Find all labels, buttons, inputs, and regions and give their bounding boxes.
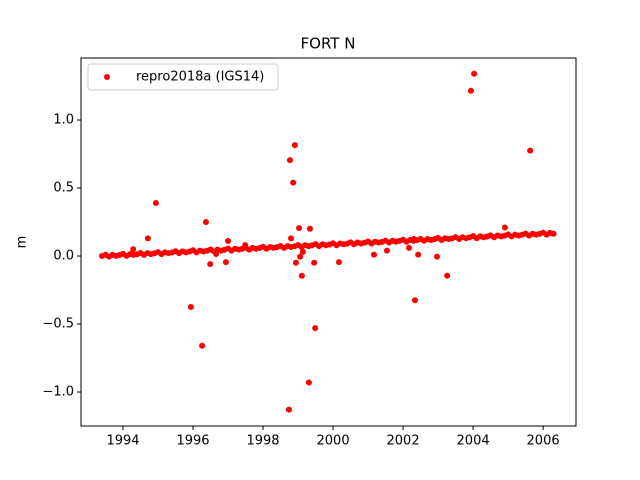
point (527, 147, 534, 154)
point (550, 230, 557, 237)
point (415, 251, 422, 258)
legend-label: repro2018a (IGS14) (136, 70, 264, 85)
point (471, 70, 478, 77)
y-axis-label: m (15, 236, 30, 249)
point (213, 250, 220, 257)
point (222, 259, 229, 266)
point (383, 247, 390, 254)
legend-box (87, 63, 279, 91)
y-tick-label: −1.0 (42, 385, 74, 400)
point (299, 248, 306, 255)
point (444, 272, 451, 279)
point (144, 235, 151, 242)
point (152, 199, 159, 206)
y-tick-label: 0.5 (53, 181, 74, 196)
point (187, 304, 194, 311)
x-tick-label: 2002 (387, 434, 420, 449)
point (297, 253, 304, 260)
point (312, 325, 319, 332)
point (286, 157, 293, 164)
point (371, 251, 378, 258)
point (311, 259, 318, 266)
x-tick-label: 2006 (527, 434, 560, 449)
x-tick-label: 1998 (246, 434, 279, 449)
legend-marker (104, 74, 110, 80)
x-tick-label: 2000 (317, 434, 350, 449)
x-tick-label: 1996 (176, 434, 209, 449)
point (202, 219, 209, 226)
point (199, 342, 206, 349)
point (336, 259, 343, 266)
point (288, 235, 295, 242)
point (411, 297, 418, 304)
point (434, 253, 441, 260)
point (292, 259, 299, 266)
point (130, 246, 137, 253)
y-tick-label: −0.5 (42, 317, 74, 332)
point (291, 142, 298, 149)
point (207, 261, 214, 268)
point (305, 379, 312, 386)
point (298, 272, 305, 279)
y-tick-label: 0.0 (53, 249, 74, 264)
point (306, 225, 313, 232)
point (285, 406, 292, 413)
point (296, 225, 303, 232)
x-tick-label: 1994 (106, 434, 139, 449)
x-tick-label: 2004 (457, 434, 490, 449)
point (501, 224, 508, 231)
y-tick-label: 1.0 (53, 113, 74, 128)
point (242, 242, 249, 249)
chart-title: FORT N (301, 35, 356, 53)
point (406, 244, 413, 251)
point (290, 179, 297, 186)
plot-frame (80, 57, 577, 427)
point (410, 236, 417, 243)
point (225, 238, 232, 245)
point (467, 87, 474, 94)
